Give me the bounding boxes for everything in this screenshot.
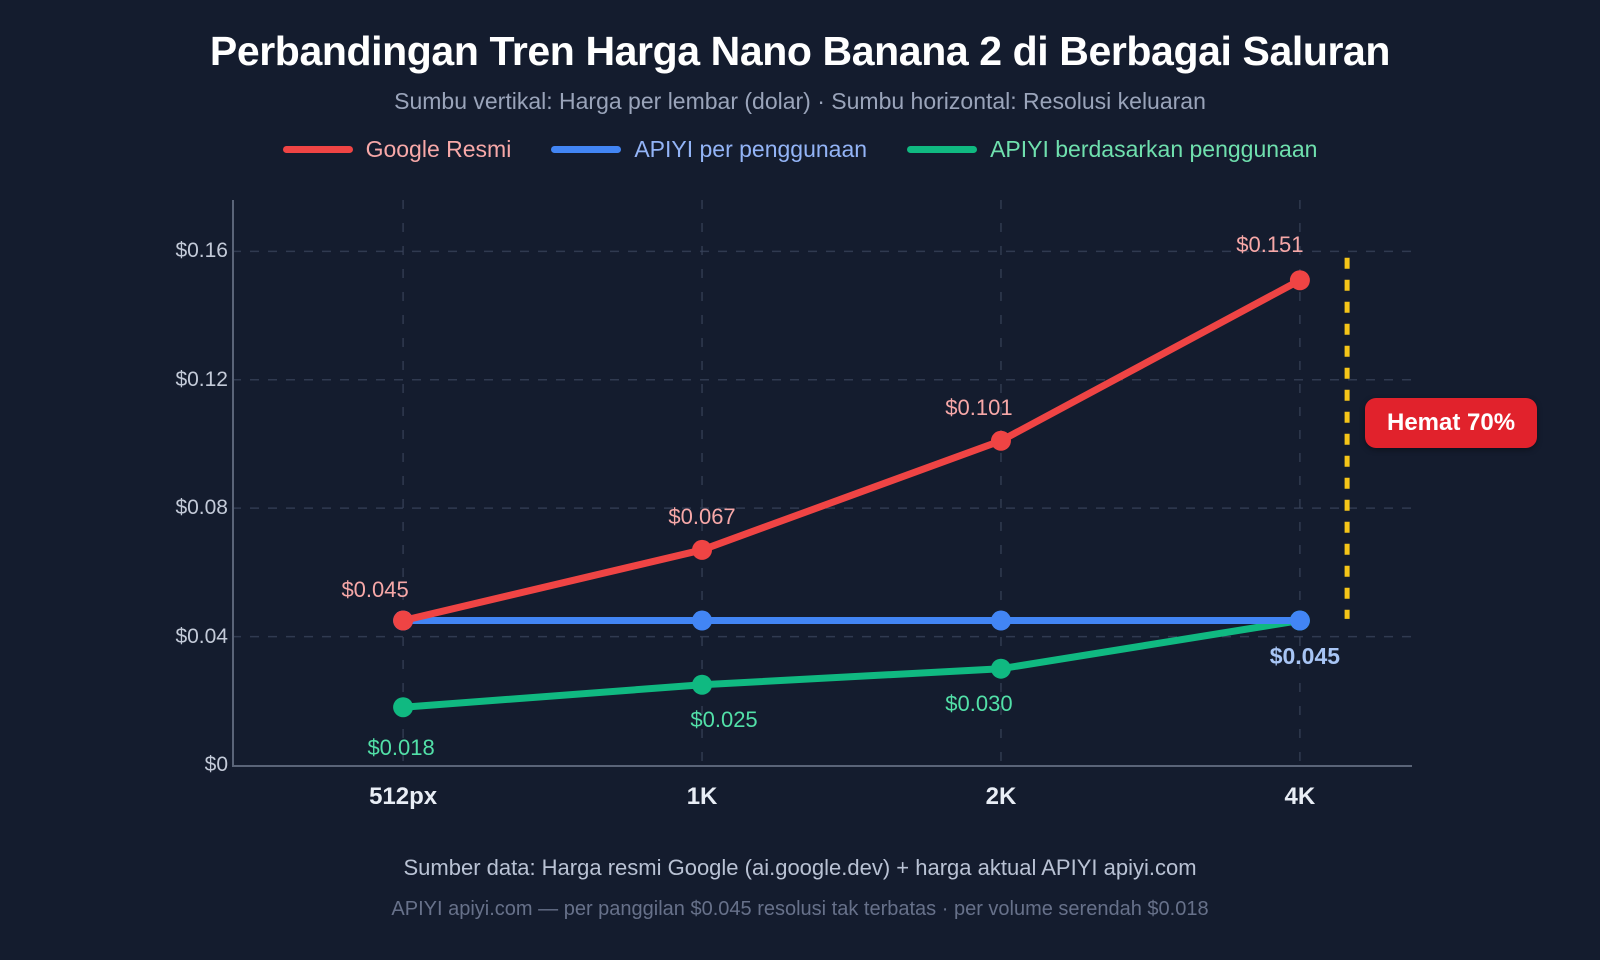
legend-item-1[interactable]: APIYI per penggunaan	[551, 136, 867, 163]
status-badge: Hemat 70%	[1365, 398, 1538, 448]
chart-legend: Google Resmi APIYI per penggunaan APIYI be…	[0, 136, 1600, 163]
y-axis-tick-label: $0.12	[175, 367, 228, 391]
data-point[interactable]	[1289, 270, 1310, 291]
data-point[interactable]	[393, 610, 414, 631]
plot-svg	[232, 200, 1412, 765]
plot-area	[232, 200, 1412, 765]
x-axis-tick-label: 2K	[985, 783, 1017, 810]
y-axis-tick-label: $0.16	[175, 239, 228, 263]
data-point[interactable]	[393, 697, 414, 718]
data-point[interactable]	[1289, 610, 1310, 631]
legend-item-label: APIYI berdasarkan penggunaan	[990, 136, 1318, 162]
x-axis-tick-label: 4K	[1284, 783, 1316, 810]
y-axis-tick-label: $0.04	[175, 624, 228, 648]
legend-item-0[interactable]: Google Resmi	[282, 136, 512, 163]
data-point[interactable]	[692, 539, 713, 560]
data-point-value-label: $0.101	[945, 394, 1013, 420]
x-axis-line	[232, 765, 1412, 767]
x-axis-tick-label: 512px	[369, 783, 438, 810]
data-point-value-label: $0.151	[1236, 232, 1304, 258]
data-point-value-label: $0.067	[668, 503, 736, 529]
data-point[interactable]	[692, 674, 713, 695]
data-point-value-label: $0.025	[690, 706, 758, 732]
series-line-0	[399, 276, 1304, 625]
footer-note-text: APIYI apiyi.com — per panggilan $0.045 r…	[391, 898, 1209, 920]
data-point-value-label: $0.045	[341, 576, 409, 602]
legend-swatch-icon	[282, 146, 353, 153]
y-axis-tick-label: $0	[204, 753, 228, 776]
legend-item-2[interactable]: APIYI berdasarkan penggunaan	[907, 136, 1317, 163]
data-point[interactable]	[990, 610, 1011, 631]
data-point-value-label: $0.030	[945, 690, 1013, 716]
data-point[interactable]	[990, 430, 1011, 451]
series-line-2	[399, 617, 1304, 711]
footer-source-text: Sumber data: Harga resmi Google (ai.goog…	[403, 855, 1197, 880]
data-point[interactable]	[692, 610, 713, 631]
legend-swatch-icon	[907, 146, 978, 153]
page-title: Perbandingan Tren Harga Nano Banana 2 di…	[209, 28, 1391, 74]
x-axis-tick-label: 1K	[686, 783, 718, 810]
data-point-value-label: $0.018	[367, 735, 435, 761]
legend-item-label: APIYI per penggunaan	[634, 136, 868, 162]
data-point[interactable]	[990, 658, 1011, 679]
y-axis-tick-label: $0.08	[175, 496, 228, 520]
y-axis-line	[232, 200, 234, 767]
data-point-value-label: $0.045	[1269, 642, 1341, 669]
legend-item-label: Google Resmi	[365, 136, 512, 162]
chart-subtitle: Sumbu vertikal: Harga per lembar (dolar)…	[394, 88, 1206, 114]
legend-swatch-icon	[551, 146, 622, 153]
